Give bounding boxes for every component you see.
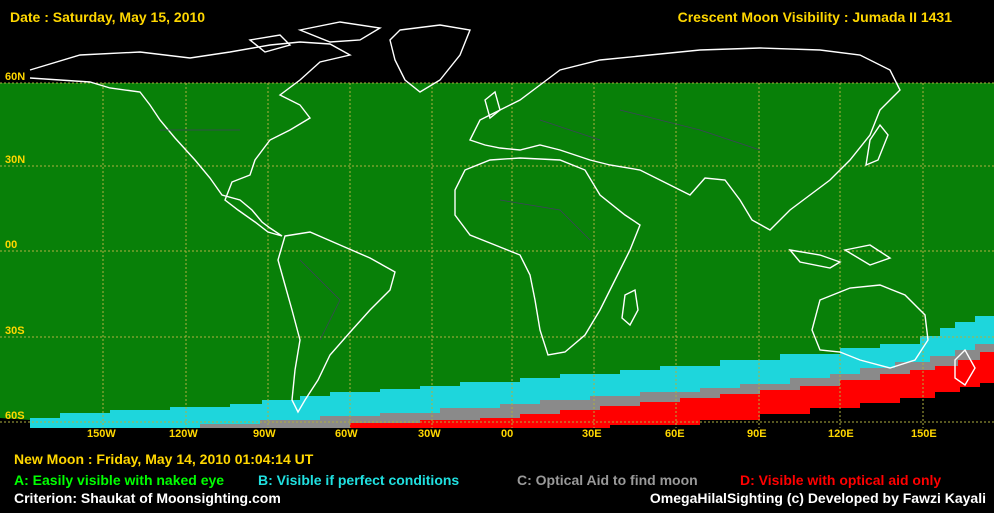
lon-label-00: 00 bbox=[501, 428, 514, 440]
coastlines bbox=[29, 21, 976, 414]
lat-label-00: 00 bbox=[5, 239, 18, 251]
lon-label-90w: 90W bbox=[253, 428, 276, 440]
greenland-coast bbox=[389, 24, 471, 93]
lat-label-30s: 30S bbox=[5, 325, 25, 337]
lon-label-120e: 120E bbox=[828, 428, 854, 440]
map-grid bbox=[0, 82, 994, 428]
lon-label-90e: 90E bbox=[747, 428, 767, 440]
borders bbox=[160, 109, 761, 341]
legend-b: B: Visible if perfect conditions bbox=[258, 472, 460, 488]
lon-label-120w: 120W bbox=[169, 428, 198, 440]
new-moon-label: New Moon : Friday, May 14, 2010 01:04:14… bbox=[14, 451, 314, 467]
lon-label-150e: 150E bbox=[911, 428, 937, 440]
lon-label-150w: 150W bbox=[87, 428, 116, 440]
eurasia-coast bbox=[469, 47, 901, 231]
lat-label-30n: 30N bbox=[5, 154, 26, 166]
legend-c: C: Optical Aid to find moon bbox=[517, 472, 698, 488]
australia-coast bbox=[811, 284, 929, 369]
lon-label-30w: 30W bbox=[418, 428, 441, 440]
criterion-label: Criterion: Shaukat of Moonsighting.com bbox=[14, 490, 281, 506]
credit-label: OmegaHilalSighting (c) Developed by Fawz… bbox=[649, 490, 986, 506]
lon-label-30e: 30E bbox=[582, 428, 602, 440]
lat-label-60n: 60N bbox=[5, 71, 26, 83]
legend-d: D: Visible with optical aid only bbox=[740, 472, 942, 488]
legend-a: A: Easily visible with naked eye bbox=[14, 472, 225, 488]
not-visible-corner bbox=[0, 418, 30, 428]
lat-label-60s: 60S bbox=[5, 410, 25, 422]
north-america-coast bbox=[29, 41, 352, 237]
not-visible-area bbox=[610, 383, 994, 428]
africa-coast bbox=[454, 157, 641, 356]
date-label: Date : Saturday, May 15, 2010 bbox=[10, 9, 206, 25]
lon-label-60e: 60E bbox=[665, 428, 685, 440]
south-america-coast bbox=[277, 231, 396, 414]
lon-label-60w: 60W bbox=[335, 428, 358, 440]
map-title: Crescent Moon Visibility : Jumada II 143… bbox=[677, 9, 952, 25]
